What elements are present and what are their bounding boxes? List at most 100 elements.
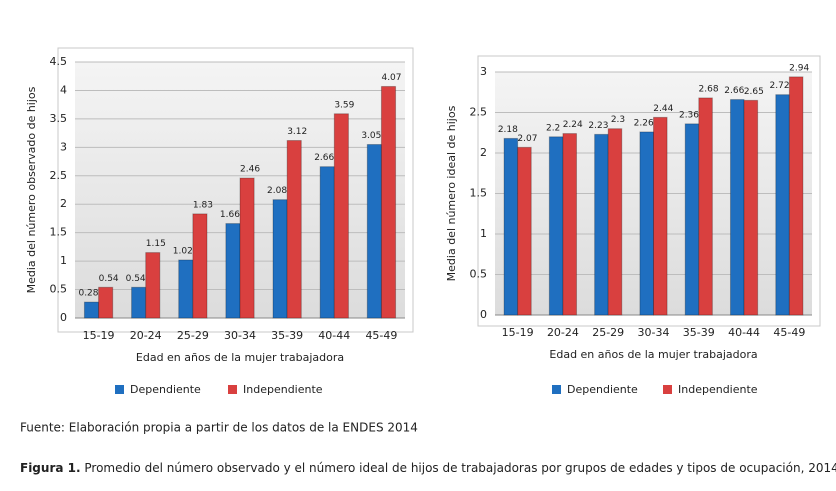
y-tick-label: 2.5 — [470, 106, 488, 119]
value-label: 2.65 — [744, 87, 764, 97]
legend-swatch — [228, 385, 237, 394]
bar — [272, 199, 288, 319]
y-tick-label: 1 — [480, 227, 487, 240]
y-tick-label: 0 — [60, 311, 67, 324]
bar — [775, 94, 790, 316]
source: Fuente: Elaboración propia a partir de l… — [20, 421, 418, 435]
legend-label: Dependiente — [130, 383, 201, 396]
bar — [239, 177, 255, 319]
bar — [319, 166, 335, 319]
x-tick-label: 45-49 — [365, 329, 397, 342]
value-label: 2.94 — [789, 63, 809, 73]
y-tick-label: 0.5 — [50, 283, 68, 296]
y-axis-label: Media del número observado de hijos — [25, 86, 38, 293]
value-label: 0.54 — [99, 274, 119, 284]
bar — [548, 136, 564, 316]
x-tick-label: 30-34 — [638, 326, 670, 339]
y-tick-label: 4.5 — [50, 55, 68, 68]
legend-swatch — [663, 385, 672, 394]
value-label: 3.05 — [361, 131, 381, 141]
bar — [286, 140, 302, 319]
value-label: 2.72 — [770, 81, 790, 91]
x-tick-label: 35-39 — [683, 326, 715, 339]
y-tick-label: 0 — [480, 308, 487, 321]
value-label: 0.54 — [126, 274, 146, 284]
x-tick-label: 30-34 — [224, 329, 256, 342]
caption: Figura 1. Promedio del número observado … — [20, 461, 836, 475]
bar — [743, 99, 759, 316]
x-tick-label: 40-44 — [318, 329, 350, 342]
bar — [698, 97, 713, 316]
value-label: 3.59 — [334, 100, 354, 110]
legend-label: Dependiente — [567, 383, 638, 396]
x-tick-label: 20-24 — [130, 329, 162, 342]
bar — [192, 213, 208, 319]
value-label: 1.02 — [173, 246, 193, 256]
value-label: 2.2 — [546, 123, 560, 133]
bar — [684, 123, 700, 316]
value-label: 1.83 — [193, 200, 213, 210]
y-tick-label: 2.5 — [50, 169, 68, 182]
y-tick-label: 3 — [60, 140, 67, 153]
y-tick-label: 1 — [60, 254, 67, 267]
y-tick-label: 1.5 — [50, 226, 68, 239]
y-axis-label: Media del número ideal de hijos — [445, 105, 458, 281]
bar — [517, 146, 532, 316]
x-tick-label: 15-19 — [502, 326, 534, 339]
x-axis-label: Edad en años de la mujer trabajadora — [549, 348, 757, 361]
bar — [380, 85, 397, 319]
value-label: 2.68 — [699, 84, 719, 94]
x-tick-label: 35-39 — [271, 329, 303, 342]
value-label: 1.15 — [146, 239, 166, 249]
x-tick-label: 15-19 — [83, 329, 115, 342]
bar — [729, 99, 745, 316]
bar — [131, 286, 147, 319]
value-label: 2.66 — [724, 86, 744, 96]
value-label: 2.24 — [563, 120, 583, 130]
value-label: 0.28 — [78, 289, 98, 299]
legend-label: Independiente — [243, 383, 323, 396]
x-tick-label: 40-44 — [728, 326, 760, 339]
value-label: 2.44 — [653, 104, 673, 114]
value-label: 4.07 — [381, 73, 401, 83]
bar — [178, 259, 194, 319]
value-label: 2.36 — [679, 110, 699, 120]
bar — [83, 301, 100, 319]
bar — [145, 252, 161, 319]
y-tick-label: 2 — [480, 146, 487, 159]
value-label: 2.18 — [498, 125, 518, 135]
caption-text: Promedio del número observado y el númer… — [84, 461, 836, 475]
x-tick-label: 25-29 — [177, 329, 209, 342]
y-tick-label: 2 — [60, 197, 67, 210]
legend-swatch — [552, 385, 561, 394]
x-tick-label: 45-49 — [773, 326, 805, 339]
caption-label: Figura 1. — [20, 461, 81, 475]
bar — [562, 133, 578, 316]
x-axis-label: Edad en años de la mujer trabajadora — [136, 351, 344, 364]
bar — [594, 133, 609, 316]
value-label: 2.46 — [240, 165, 260, 175]
y-tick-label: 0.5 — [470, 268, 488, 281]
bar — [503, 137, 519, 316]
legend-swatch — [115, 385, 124, 394]
x-tick-label: 25-29 — [592, 326, 624, 339]
x-tick-label: 20-24 — [547, 326, 579, 339]
y-tick-label: 1.5 — [470, 187, 488, 200]
bar — [366, 143, 382, 319]
value-label: 2.08 — [267, 186, 287, 196]
value-label: 2.23 — [588, 121, 608, 131]
value-label: 2.26 — [634, 118, 654, 128]
value-label: 2.66 — [314, 153, 334, 163]
value-label: 2.3 — [611, 115, 625, 125]
bar — [333, 113, 349, 319]
bar — [788, 76, 804, 316]
y-tick-label: 4 — [60, 83, 67, 96]
y-tick-label: 3 — [480, 65, 487, 78]
value-label: 1.66 — [220, 210, 240, 220]
value-label: 2.07 — [517, 134, 537, 144]
bar — [653, 116, 668, 316]
bar — [98, 286, 114, 319]
bar — [639, 131, 655, 316]
value-label: 3.12 — [287, 127, 307, 137]
